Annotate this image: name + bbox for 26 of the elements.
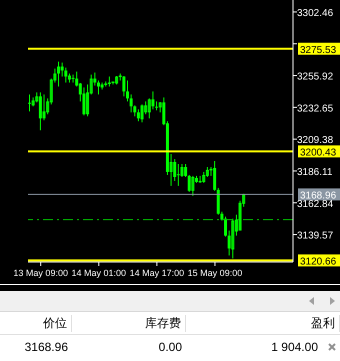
text: 0.00	[158, 340, 183, 354]
text: 价位	[0, 314, 72, 332]
ref-line-label: 3120.66	[300, 256, 337, 268]
candlestick	[28, 94, 31, 112]
text: 库存费	[72, 314, 186, 332]
candlestick	[57, 62, 60, 87]
y-tick-label: 3255.92	[297, 72, 334, 83]
x-tick-label: 13 May 09:00	[13, 268, 68, 278]
text: 3168.96	[24, 340, 69, 354]
candlestick	[42, 94, 46, 120]
x-tick-label: 15 May 09:00	[188, 268, 242, 278]
ref-line-label: 3168.96	[300, 190, 337, 202]
y-tick-label: 3302.46	[297, 8, 334, 19]
y-tick-label: 3232.65	[297, 103, 334, 114]
text: 1 904.00	[270, 340, 319, 354]
y-tick-label: 3162.84	[297, 198, 334, 210]
candlestick	[231, 218, 234, 258]
x-tick-label: 14 May 01:00	[72, 268, 126, 278]
y-tick-label: 3139.57	[297, 230, 334, 242]
candlestick	[176, 164, 180, 186]
y-tick-label: 3186.11	[297, 166, 333, 178]
y-tick-label: 3209.38	[297, 135, 334, 146]
x-tick-label: 14 May 17:00	[130, 268, 184, 278]
ref-line-label: 3275.53	[300, 44, 337, 56]
text: 盈利	[186, 314, 340, 332]
ref-line-label: 3200.43	[300, 147, 337, 158]
